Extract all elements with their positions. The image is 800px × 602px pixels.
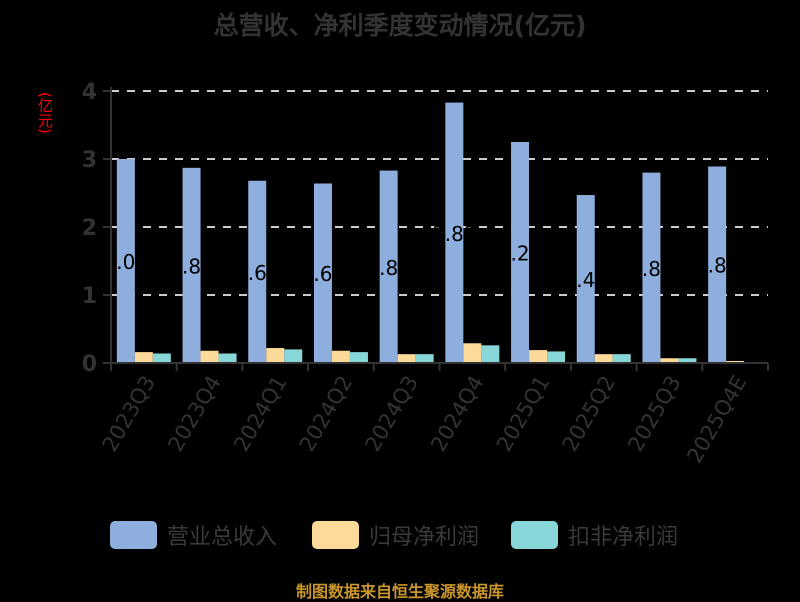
bar-value-label: 2.80 [629, 257, 674, 281]
bar-value-label: 2.89 [695, 254, 740, 278]
x-tick-label: 2024Q4 [426, 371, 488, 455]
x-tick-label: 2024Q1 [229, 372, 291, 456]
legend-swatch-net-profit [312, 521, 359, 549]
bar[interactable] [284, 349, 303, 363]
bar[interactable] [313, 183, 332, 363]
bar[interactable] [511, 142, 530, 363]
bar[interactable] [331, 350, 350, 363]
x-tick-label: 2024Q3 [361, 372, 423, 456]
y-axis-unit-label: (亿元) [36, 92, 54, 134]
bar-series: 3.00 2.87 2.68 2.64 2.833.833.252.47 2.80 2.89 [104, 102, 763, 363]
bar[interactable] [152, 353, 171, 363]
bar[interactable] [218, 353, 237, 363]
bar-value-label: 2.64 [301, 262, 346, 286]
y-tick-label: 1 [82, 284, 97, 309]
y-tick-label: 4 [82, 80, 97, 105]
bar-value-label: 2.83 [366, 256, 411, 280]
data-source-footer: 制图数据来自恒生聚源数据库 [295, 582, 504, 601]
legend: 营业总收入 归母净利润 扣非净利润 [0, 519, 800, 551]
bar[interactable] [349, 352, 368, 363]
legend-label: 扣非净利润 [568, 525, 679, 550]
bar-value-label: 2.87 [169, 254, 214, 278]
bar[interactable] [481, 345, 500, 363]
y-tick-label: 0 [82, 352, 97, 377]
x-tick-label: 2025Q4E [682, 372, 751, 468]
bar[interactable] [529, 350, 548, 363]
bar[interactable] [379, 170, 398, 363]
x-tick-label: 2025Q1 [492, 372, 554, 456]
bar[interactable] [116, 159, 135, 363]
legend-item-net-profit[interactable]: 归母净利润 [312, 519, 479, 551]
bar[interactable] [576, 195, 595, 363]
bar[interactable] [134, 352, 153, 363]
legend-label: 营业总收入 [167, 525, 278, 550]
bar[interactable] [415, 354, 434, 363]
bar[interactable] [642, 172, 661, 363]
bar[interactable] [708, 166, 727, 363]
x-tick-label: 2023Q4 [163, 372, 225, 456]
bar[interactable] [182, 167, 201, 363]
bar[interactable] [445, 102, 464, 363]
x-axis-ticks: 2023Q3 2023Q4 2024Q1 2024Q2 2024Q3 2024Q4 2025… [98, 363, 769, 468]
bar[interactable] [463, 343, 482, 363]
y-tick-label: 3 [82, 148, 97, 173]
y-tick-label: 2 [82, 216, 97, 241]
x-tick-label: 2024Q2 [295, 372, 357, 456]
bar[interactable] [660, 358, 679, 363]
bar[interactable] [200, 350, 219, 363]
y-axis-ticks: 0 1 2 3 4 [82, 80, 111, 377]
bar[interactable] [726, 360, 745, 363]
bar-value-label: 3.83 [432, 222, 477, 246]
bar[interactable] [248, 180, 267, 363]
bar[interactable] [594, 354, 613, 363]
legend-swatch-deducted-profit [511, 521, 558, 549]
chart-title: 总营收、净利季度变动情况(亿元) [213, 11, 587, 40]
bar[interactable] [547, 351, 566, 363]
legend-item-deducted-profit[interactable]: 扣非净利润 [511, 519, 678, 551]
bar[interactable] [266, 348, 285, 363]
bar-value-label: 3.25 [498, 242, 543, 266]
x-tick-label: 2023Q3 [98, 372, 160, 456]
legend-label: 归母净利润 [369, 525, 480, 550]
legend-item-revenue[interactable]: 营业总收入 [110, 519, 277, 551]
bar-value-label: 2.47 [563, 268, 608, 292]
x-tick-label: 2025Q2 [558, 372, 620, 456]
bar[interactable] [612, 354, 631, 363]
bar-value-label: 2.68 [235, 261, 280, 285]
bar[interactable] [678, 358, 697, 363]
bar[interactable] [397, 354, 416, 363]
x-tick-label: 2025Q3 [623, 372, 685, 456]
legend-swatch-revenue [110, 521, 157, 549]
